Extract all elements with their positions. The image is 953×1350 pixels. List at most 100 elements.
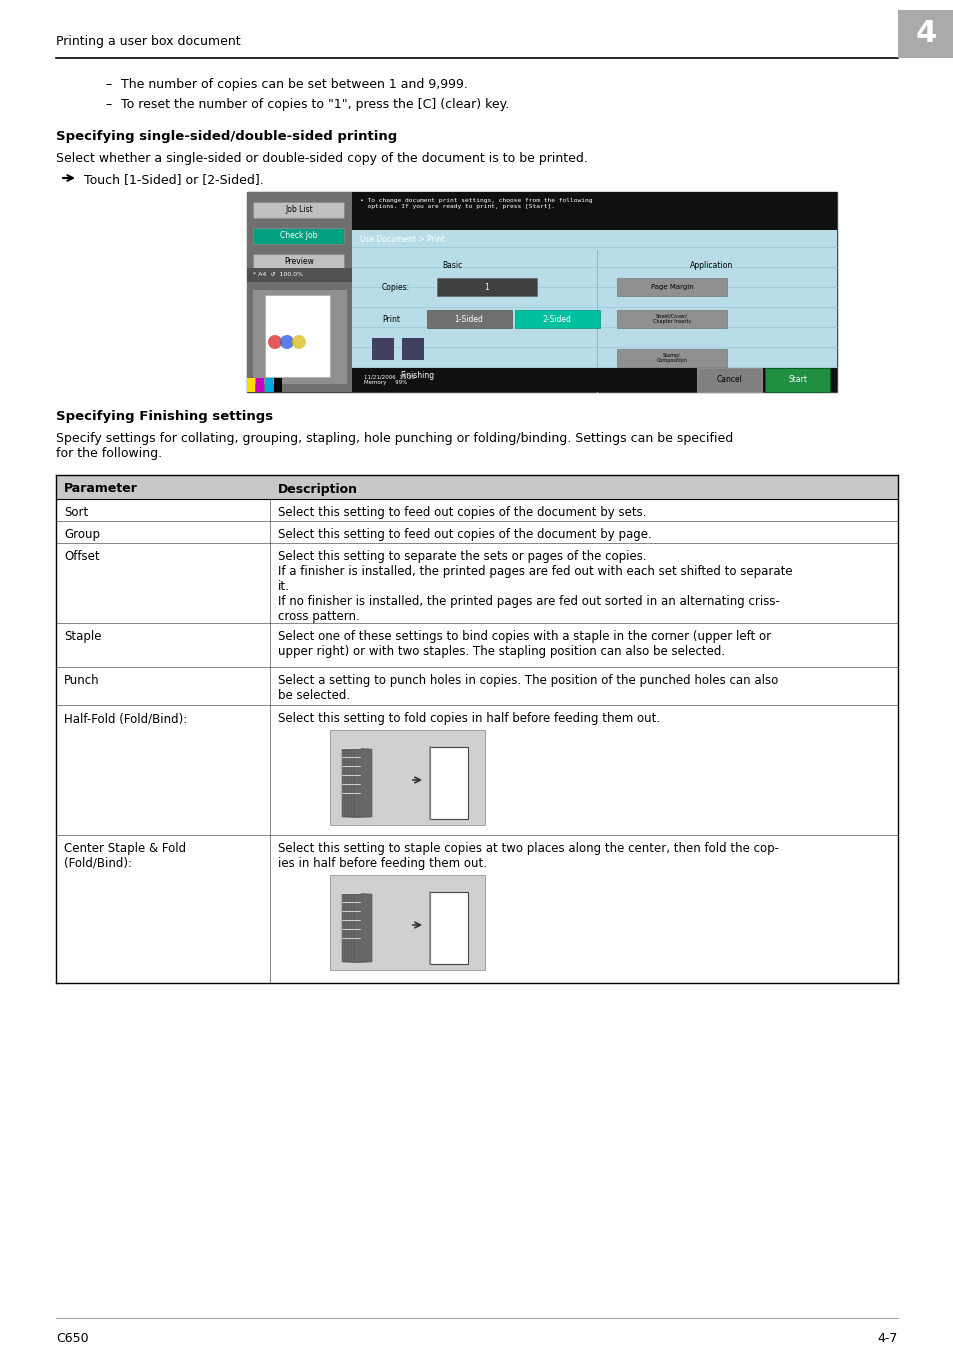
- Text: Copies:: Copies:: [381, 282, 410, 292]
- Bar: [697, 369, 761, 391]
- Bar: [372, 369, 461, 383]
- Bar: [56, 667, 897, 705]
- Bar: [341, 894, 359, 963]
- Text: Preview: Preview: [284, 258, 314, 266]
- Bar: [247, 378, 254, 392]
- Text: * A4  ↺  100.0%: * A4 ↺ 100.0%: [253, 273, 303, 278]
- Bar: [247, 192, 836, 392]
- Text: Description: Description: [277, 482, 357, 495]
- Text: –: –: [105, 99, 112, 111]
- Bar: [265, 296, 330, 377]
- Bar: [348, 749, 366, 817]
- Bar: [274, 378, 282, 392]
- Bar: [253, 202, 344, 217]
- Text: Parameter: Parameter: [64, 482, 138, 495]
- Bar: [436, 278, 537, 296]
- Text: • To change document print settings, choose from the following
  options. If you: • To change document print settings, cho…: [359, 198, 592, 209]
- Bar: [56, 543, 897, 622]
- Circle shape: [280, 335, 294, 350]
- Text: Select whether a single-sided or double-sided copy of the document is to be prin: Select whether a single-sided or double-…: [56, 153, 587, 165]
- Text: Cancel: Cancel: [717, 375, 742, 385]
- Text: Select this setting to feed out copies of the document by sets.: Select this setting to feed out copies o…: [277, 506, 646, 518]
- Bar: [56, 836, 897, 983]
- Bar: [515, 310, 599, 328]
- Bar: [617, 310, 726, 328]
- Text: Check Job: Check Job: [280, 231, 317, 240]
- Text: 2-Sided: 2-Sided: [542, 315, 571, 324]
- Bar: [345, 894, 363, 963]
- Text: –: –: [105, 78, 112, 90]
- Bar: [617, 278, 726, 296]
- Text: The number of copies can be set between 1 and 9,999.: The number of copies can be set between …: [121, 78, 467, 90]
- Bar: [352, 192, 836, 230]
- Polygon shape: [430, 892, 468, 964]
- Bar: [56, 500, 897, 521]
- Text: Specifying Finishing settings: Specifying Finishing settings: [56, 410, 273, 423]
- Text: Print: Print: [381, 315, 399, 324]
- Bar: [352, 369, 836, 391]
- Text: Punch: Punch: [64, 674, 99, 687]
- Bar: [247, 269, 352, 282]
- Text: Sort: Sort: [64, 506, 89, 518]
- Bar: [352, 230, 836, 392]
- Bar: [345, 749, 363, 817]
- Bar: [354, 894, 372, 963]
- Polygon shape: [430, 747, 468, 819]
- Bar: [255, 378, 264, 392]
- Text: Select this setting to separate the sets or pages of the copies.
If a finisher i: Select this setting to separate the sets…: [277, 549, 792, 622]
- Bar: [764, 369, 829, 391]
- Bar: [252, 289, 347, 383]
- Bar: [253, 254, 344, 270]
- Bar: [401, 338, 423, 360]
- Text: To reset the number of copies to "1", press the [C] (clear) key.: To reset the number of copies to "1", pr…: [121, 99, 509, 111]
- Bar: [330, 730, 484, 825]
- Bar: [352, 230, 836, 247]
- Text: Application: Application: [690, 261, 733, 270]
- Bar: [352, 230, 836, 392]
- Bar: [56, 622, 897, 667]
- Bar: [56, 475, 897, 500]
- Text: Specifying single-sided/double-sided printing: Specifying single-sided/double-sided pri…: [56, 130, 396, 143]
- Bar: [372, 338, 394, 360]
- Text: Select a setting to punch holes in copies. The position of the punched holes can: Select a setting to punch holes in copie…: [277, 674, 778, 702]
- Text: Start: Start: [788, 375, 806, 385]
- Text: Group: Group: [64, 528, 100, 541]
- Bar: [247, 192, 352, 392]
- Text: Half-Fold (Fold/Bind):: Half-Fold (Fold/Bind):: [64, 711, 187, 725]
- Bar: [56, 705, 897, 836]
- Text: Basic: Basic: [441, 261, 461, 270]
- Bar: [348, 894, 366, 963]
- Bar: [265, 378, 273, 392]
- Bar: [351, 749, 369, 817]
- Text: 1-Sided: 1-Sided: [454, 315, 483, 324]
- Bar: [56, 521, 897, 543]
- Circle shape: [292, 335, 306, 350]
- Text: Staple: Staple: [64, 630, 101, 643]
- Circle shape: [268, 335, 282, 350]
- Text: Sheet/Cover/
Chapter Inserts: Sheet/Cover/ Chapter Inserts: [652, 313, 690, 324]
- Text: Select this setting to fold copies in half before feeding them out.: Select this setting to fold copies in ha…: [277, 711, 659, 725]
- Bar: [427, 310, 512, 328]
- Text: Touch [1-Sided] or [2-Sided].: Touch [1-Sided] or [2-Sided].: [84, 173, 263, 186]
- Bar: [354, 749, 372, 817]
- Text: Select this setting to feed out copies of the document by page.: Select this setting to feed out copies o…: [277, 528, 651, 541]
- Bar: [351, 894, 369, 963]
- Bar: [330, 875, 484, 971]
- Text: C650: C650: [56, 1331, 89, 1345]
- Text: Printing a user box document: Printing a user box document: [56, 35, 240, 49]
- Text: Offset: Offset: [64, 549, 99, 563]
- Bar: [897, 9, 953, 58]
- Text: 1: 1: [484, 282, 489, 292]
- Text: Use Document > Print: Use Document > Print: [359, 235, 444, 243]
- Text: Specify settings for collating, grouping, stapling, hole punching or folding/bin: Specify settings for collating, grouping…: [56, 432, 733, 460]
- Text: Stamp/
Composition: Stamp/ Composition: [656, 352, 687, 363]
- Text: Select this setting to staple copies at two places along the center, then fold t: Select this setting to staple copies at …: [277, 842, 779, 869]
- Bar: [253, 228, 344, 244]
- Bar: [341, 749, 359, 817]
- Text: Page Margin: Page Margin: [650, 284, 693, 290]
- Text: Center Staple & Fold
(Fold/Bind):: Center Staple & Fold (Fold/Bind):: [64, 842, 186, 869]
- Text: 4-7: 4-7: [877, 1331, 897, 1345]
- Text: Select one of these settings to bind copies with a staple in the corner (upper l: Select one of these settings to bind cop…: [277, 630, 770, 657]
- Text: 11/21/2006  15:25
Memory     99%: 11/21/2006 15:25 Memory 99%: [364, 374, 415, 385]
- Text: Finishing: Finishing: [399, 371, 434, 381]
